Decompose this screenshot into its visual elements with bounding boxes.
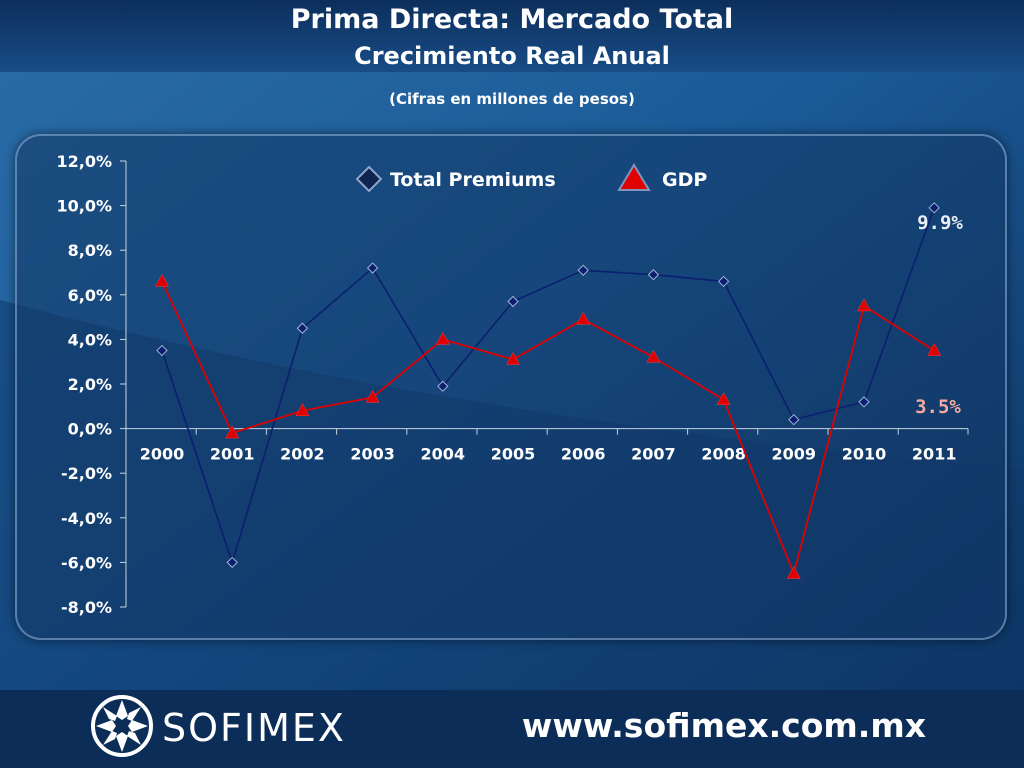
chart-axes: 12,0% 10,0% 8,0% 6,0% 4,0% 2,0% 0,0% -2,0% -4,0%…	[56, 152, 969, 617]
data-point-gdp	[155, 273, 169, 287]
y-tick-label: -6,0%	[61, 553, 112, 572]
x-tick-label: 2001	[210, 445, 255, 464]
x-tick-label: 2010	[842, 445, 887, 464]
data-point-gdp	[435, 331, 450, 345]
annotation-gdp-2011: 3.5%	[915, 396, 961, 418]
website-link[interactable]: www.sofimex.com.mx	[521, 706, 926, 745]
data-point-gdp	[506, 351, 520, 365]
data-point-total-premiums	[647, 269, 660, 281]
data-point-total-premiums	[858, 396, 870, 408]
y-tick-label: -4,0%	[61, 509, 112, 528]
chart-annotations: 9.9% 3.5%	[915, 212, 963, 418]
x-tick-label: 2006	[561, 445, 606, 464]
data-point-gdp	[857, 298, 871, 312]
y-tick-label: 0,0%	[68, 420, 112, 439]
data-point-gdp	[225, 425, 240, 439]
data-point-total-premiums	[507, 295, 519, 308]
series-line-total-premiums	[161, 207, 935, 566]
data-point-gdp	[927, 343, 942, 356]
series-line-gdp	[161, 281, 935, 577]
legend-label-total-premiums: Total Premiums	[390, 169, 556, 191]
data-point-gdp	[786, 566, 801, 579]
data-point-gdp	[646, 349, 661, 363]
legend-marker-total-premiums	[355, 165, 383, 193]
data-point-total-premiums	[437, 380, 449, 392]
x-tick-label: 2005	[491, 445, 536, 464]
data-point-gdp	[576, 311, 591, 325]
x-tick-label: 2009	[772, 445, 817, 464]
footer-bar	[0, 690, 1024, 768]
data-point-gdp	[716, 392, 731, 405]
x-tick-label: 2004	[421, 445, 466, 464]
y-tick-label: 4,0%	[68, 330, 112, 349]
x-tick-label: 2003	[350, 445, 395, 464]
x-tick-label: 2007	[631, 445, 676, 464]
x-tick-label: 2002	[280, 445, 325, 464]
data-point-total-premiums	[788, 413, 800, 426]
x-tick-label: 2011	[912, 445, 957, 464]
page-subtitle: Crecimiento Real Anual	[354, 42, 670, 70]
data-point-gdp	[295, 403, 310, 417]
brand-name: SOFIMEX	[162, 706, 346, 750]
y-tick-label: 12,0%	[56, 152, 112, 171]
y-tick-label: 2,0%	[68, 375, 112, 394]
chart-series	[155, 202, 942, 579]
data-point-total-premiums	[296, 322, 309, 334]
data-point-gdp	[365, 389, 380, 403]
data-point-total-premiums	[366, 262, 379, 274]
y-tick-label: -2,0%	[61, 464, 112, 483]
data-point-total-premiums	[226, 556, 238, 569]
y-tick-label: 10,0%	[56, 197, 112, 216]
x-tick-label: 2008	[701, 445, 746, 464]
y-tick-label: 8,0%	[68, 241, 112, 260]
data-point-total-premiums	[928, 202, 940, 214]
chart-panel	[15, 134, 1007, 640]
sofimex-logo-icon	[91, 695, 153, 757]
legend-label-gdp: GDP	[662, 169, 707, 191]
page-title: Prima Directa: Mercado Total	[290, 4, 734, 35]
chart-legend: Total Premiums GDP	[355, 163, 707, 193]
legend-marker-gdp	[617, 163, 651, 191]
data-point-total-premiums	[577, 264, 589, 276]
figures-note: (Cifras en millones de pesos)	[389, 90, 635, 108]
data-point-total-premiums	[717, 275, 730, 288]
annotation-total-premiums-2011: 9.9%	[917, 212, 963, 234]
y-tick-label: 6,0%	[68, 286, 112, 305]
x-tick-label: 2000	[140, 445, 185, 464]
data-point-total-premiums	[156, 344, 168, 357]
y-tick-label: -8,0%	[61, 598, 112, 617]
